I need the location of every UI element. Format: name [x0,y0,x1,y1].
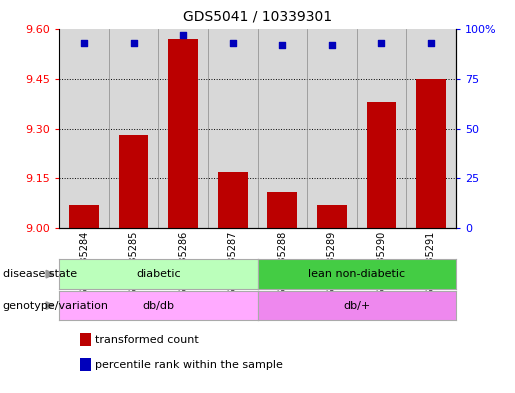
Bar [118,135,148,228]
Point [278,42,286,48]
Bar [267,191,297,228]
Point [377,40,386,46]
Text: db/+: db/+ [343,301,370,310]
Bar [416,79,446,228]
Text: GDS5041 / 10339301: GDS5041 / 10339301 [183,10,332,24]
Text: lean non-diabetic: lean non-diabetic [308,269,405,279]
Text: percentile rank within the sample: percentile rank within the sample [95,360,283,370]
Bar [317,205,347,228]
Text: diabetic: diabetic [136,269,181,279]
Point [179,32,187,39]
Text: disease state: disease state [3,269,77,279]
Bar [218,172,248,228]
Bar [69,205,99,228]
Point [328,42,336,48]
Bar [367,102,396,228]
Point [80,40,88,46]
Point [427,40,435,46]
Text: genotype/variation: genotype/variation [3,301,109,310]
Text: db/db: db/db [142,301,175,310]
Point [129,40,138,46]
Text: transformed count: transformed count [95,334,199,345]
Point [229,40,237,46]
Bar [168,39,198,228]
